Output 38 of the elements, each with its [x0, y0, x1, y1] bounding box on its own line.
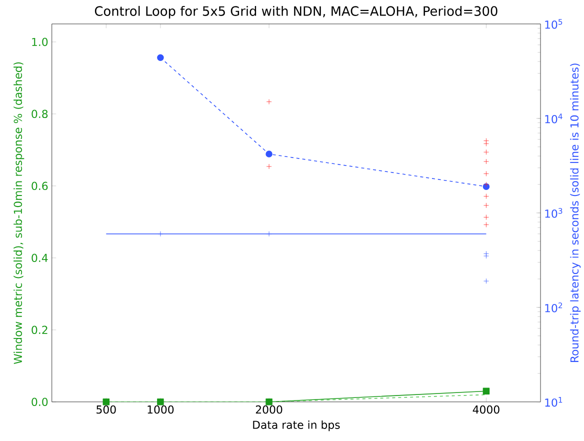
y2-tick-label: 10$^{2}$ — [545, 302, 562, 312]
y-tick-label: 0.4 — [32, 254, 48, 262]
y2-tick-label: 10$^{4}$ — [545, 114, 562, 124]
point — [484, 194, 489, 200]
x-tick-label: 1000 — [148, 406, 174, 414]
x-tick-label: 2000 — [256, 406, 282, 414]
y2-tick-label: 10$^{1}$ — [545, 397, 562, 407]
point — [157, 54, 164, 62]
point — [484, 182, 489, 188]
y2-tick-label: 10$^{3}$ — [545, 208, 562, 218]
y-axis-title: Window metric (solid), sub-10min response % (dashed) — [14, 62, 24, 364]
point — [266, 150, 272, 158]
y-tick-label: 0.2 — [32, 326, 48, 334]
point — [484, 278, 489, 284]
point — [484, 214, 489, 220]
point — [484, 158, 489, 164]
x-tick-label: 4000 — [472, 406, 500, 414]
point — [484, 141, 489, 146]
point — [484, 171, 489, 176]
point — [484, 138, 489, 144]
point — [266, 99, 272, 105]
y2-axis-title: Round-trip latency in seconds (solid line is 10 minutes) — [570, 64, 581, 362]
x-tick-label: 500 — [96, 406, 116, 414]
y2-tick-label: 10$^{5}$ — [545, 19, 562, 29]
point — [158, 231, 164, 237]
point — [266, 231, 272, 237]
point — [484, 222, 489, 228]
point — [484, 202, 489, 208]
y-tick-label: 1.0 — [32, 38, 48, 46]
y-tick-label: 0.6 — [32, 182, 48, 190]
y-tick-label: 0.0 — [32, 398, 48, 406]
point — [484, 150, 489, 155]
chart-title: Control Loop for 5x5 Grid with NDN, MAC=ALOHA, Period=300 — [94, 6, 498, 19]
point — [484, 253, 489, 259]
point — [484, 251, 489, 257]
y-tick-label: 0.8 — [32, 110, 48, 118]
x-axis-title: Data rate in bps — [253, 420, 340, 432]
point — [266, 164, 272, 170]
